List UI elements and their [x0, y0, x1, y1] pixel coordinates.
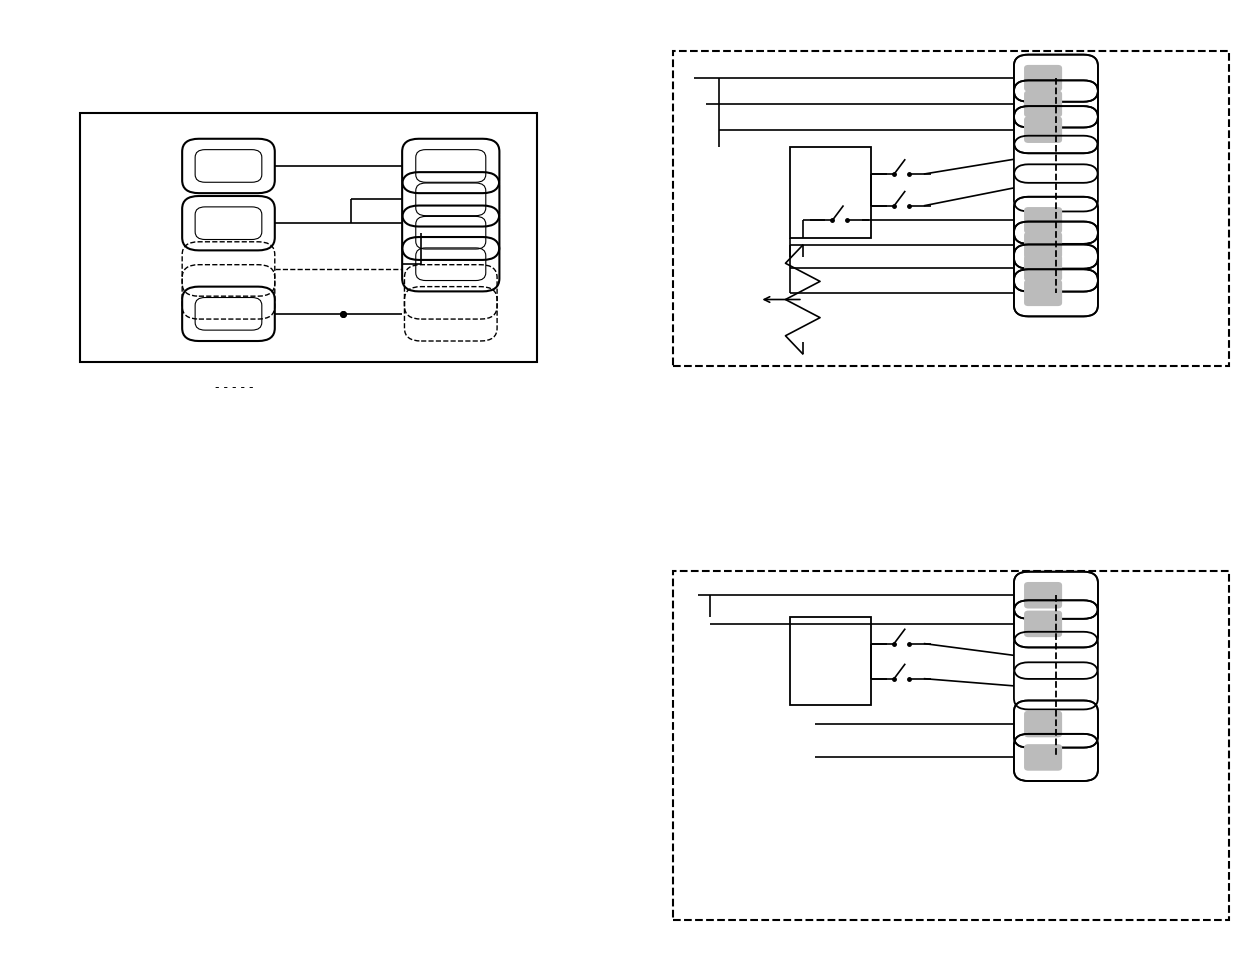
FancyBboxPatch shape — [1024, 711, 1062, 738]
Bar — [673, 572, 1229, 920]
FancyBboxPatch shape — [1024, 117, 1062, 144]
Bar — [80, 114, 537, 362]
Text: - - - - -: - - - - - — [215, 381, 254, 394]
FancyBboxPatch shape — [1024, 611, 1062, 638]
FancyBboxPatch shape — [1024, 582, 1062, 609]
FancyBboxPatch shape — [1024, 91, 1062, 118]
Bar — [790, 618, 871, 705]
Bar — [790, 148, 871, 238]
FancyBboxPatch shape — [1024, 233, 1062, 259]
FancyBboxPatch shape — [1024, 255, 1062, 282]
FancyBboxPatch shape — [1024, 66, 1062, 92]
FancyBboxPatch shape — [1024, 280, 1062, 307]
Bar — [673, 52, 1229, 367]
FancyBboxPatch shape — [1024, 208, 1062, 234]
FancyBboxPatch shape — [1024, 744, 1062, 771]
